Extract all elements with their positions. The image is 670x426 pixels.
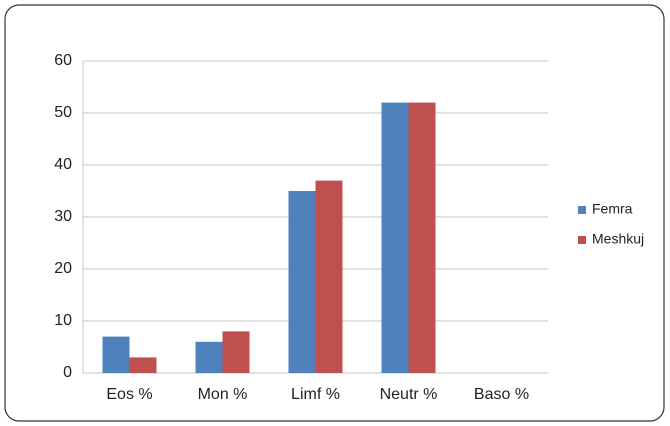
legend-label: Meshkuj: [592, 231, 644, 247]
y-tick-label: 10: [54, 312, 72, 329]
bar: [102, 336, 130, 373]
bar: [222, 331, 250, 373]
y-tick-label: 30: [54, 208, 72, 225]
y-tick-label: 0: [63, 364, 72, 381]
legend-swatch: [578, 206, 586, 214]
bar: [195, 341, 223, 373]
legend-label: Femra: [592, 201, 633, 217]
bar: [381, 102, 409, 373]
x-tick-label: Mon %: [198, 386, 248, 403]
x-tick-label: Eos %: [106, 386, 152, 403]
x-tick-label: Limf %: [291, 386, 340, 403]
y-tick-label: 20: [54, 260, 72, 277]
bar: [288, 191, 316, 373]
bar: [129, 357, 157, 373]
legend-swatch: [578, 236, 586, 244]
y-tick-label: 50: [54, 104, 72, 121]
bar: [408, 102, 436, 373]
x-tick-label: Baso %: [474, 386, 529, 403]
x-tick-label: Neutr %: [380, 386, 438, 403]
y-tick-label: 40: [54, 156, 72, 173]
y-tick-label: 60: [54, 52, 72, 69]
bar: [315, 180, 343, 373]
